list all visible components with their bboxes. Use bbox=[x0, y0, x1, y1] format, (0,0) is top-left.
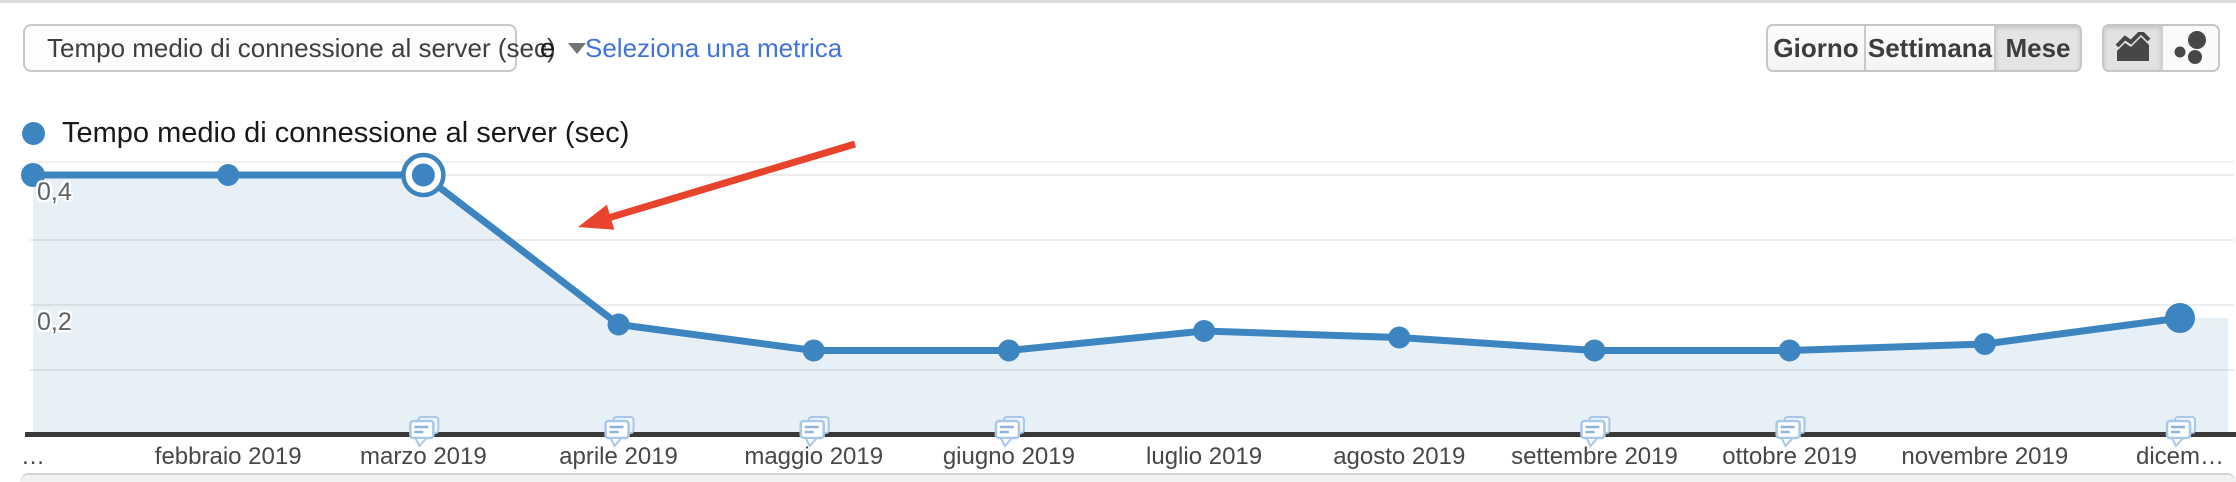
x-axis-tick-label: dicem… bbox=[2135, 443, 2225, 470]
line-chart-icon bbox=[2115, 32, 2150, 61]
data-point[interactable] bbox=[217, 164, 240, 186]
data-point[interactable] bbox=[2165, 303, 2195, 333]
annotation-marker-icon[interactable] bbox=[994, 416, 1025, 448]
legend-series-label: Tempo medio di connessione al server (se… bbox=[62, 117, 630, 149]
series-line bbox=[33, 171, 2181, 354]
data-point[interactable] bbox=[1193, 320, 1216, 342]
x-axis-line bbox=[25, 432, 2236, 437]
bubble-chart-icon bbox=[2174, 31, 2206, 64]
red-annotation-arrowhead bbox=[578, 204, 615, 230]
annotation-marker-icon[interactable] bbox=[604, 416, 635, 448]
chart-type-button-group bbox=[2102, 24, 2220, 72]
chevron-down-icon bbox=[567, 42, 586, 54]
data-point-selected[interactable] bbox=[411, 163, 435, 187]
data-point[interactable] bbox=[802, 339, 825, 362]
y-axis-tick-label: 0,2 bbox=[37, 308, 72, 336]
data-point[interactable] bbox=[607, 313, 630, 336]
x-axis-tick-label: ottobre 2019 bbox=[1722, 443, 1858, 470]
week-button[interactable]: Settimana bbox=[1864, 26, 1994, 70]
data-point[interactable] bbox=[1388, 326, 1411, 349]
annotation-marker-icon[interactable] bbox=[1580, 416, 1611, 448]
data-point[interactable] bbox=[1778, 339, 1801, 362]
chart-legend: Tempo medio di connessione al server (se… bbox=[22, 117, 629, 150]
next-panel-edge bbox=[20, 473, 2236, 482]
y-axis-tick-label: 0,4 bbox=[37, 178, 72, 206]
x-axis-tick-label: novembre 2019 bbox=[1901, 443, 2069, 470]
day-button[interactable]: Giorno bbox=[1773, 32, 1859, 63]
x-axis-tick-label: maggio 2019 bbox=[744, 443, 884, 470]
month-button[interactable]: Mese bbox=[1994, 26, 2080, 70]
data-point[interactable] bbox=[21, 163, 45, 187]
x-axis-tick-label: … bbox=[21, 443, 45, 470]
annotation-marker-icon[interactable] bbox=[2165, 416, 2196, 448]
bubble-chart-button[interactable] bbox=[2161, 26, 2218, 70]
data-point[interactable] bbox=[997, 339, 1020, 362]
x-axis-tick-label: luglio 2019 bbox=[1146, 443, 1263, 470]
metric-dropdown-value: Tempo medio di connessione al server (se… bbox=[47, 32, 556, 63]
x-axis-tick-label: febbraio 2019 bbox=[154, 443, 302, 470]
metric-dropdown[interactable]: Tempo medio di connessione al server (se… bbox=[23, 24, 586, 72]
conjunction-text: e bbox=[540, 33, 556, 63]
annotation-marker-icon[interactable] bbox=[799, 416, 830, 448]
line-chart-button[interactable] bbox=[2104, 26, 2161, 70]
annotation-marker-icon[interactable] bbox=[409, 416, 440, 448]
x-axis-tick-label: settembre 2019 bbox=[1511, 443, 1678, 470]
x-axis-tick-label: marzo 2019 bbox=[359, 443, 487, 470]
data-point[interactable] bbox=[1973, 333, 1996, 355]
select-metric-link[interactable]: Seleziona una metrica bbox=[585, 33, 843, 63]
panel-top-border bbox=[0, 0, 2236, 3]
legend-series-dot bbox=[22, 122, 45, 145]
x-axis-tick-label: aprile 2019 bbox=[559, 443, 678, 470]
series-area-fill bbox=[33, 175, 2228, 433]
data-point[interactable] bbox=[1583, 339, 1606, 362]
granularity-button-group: Giorno Settimana Mese bbox=[1766, 24, 2082, 72]
annotation-marker-icon[interactable] bbox=[1775, 416, 1806, 448]
red-annotation-arrow bbox=[603, 140, 857, 223]
x-axis-tick-label: agosto 2019 bbox=[1333, 443, 1466, 470]
x-axis-tick-label: giugno 2019 bbox=[942, 443, 1075, 470]
